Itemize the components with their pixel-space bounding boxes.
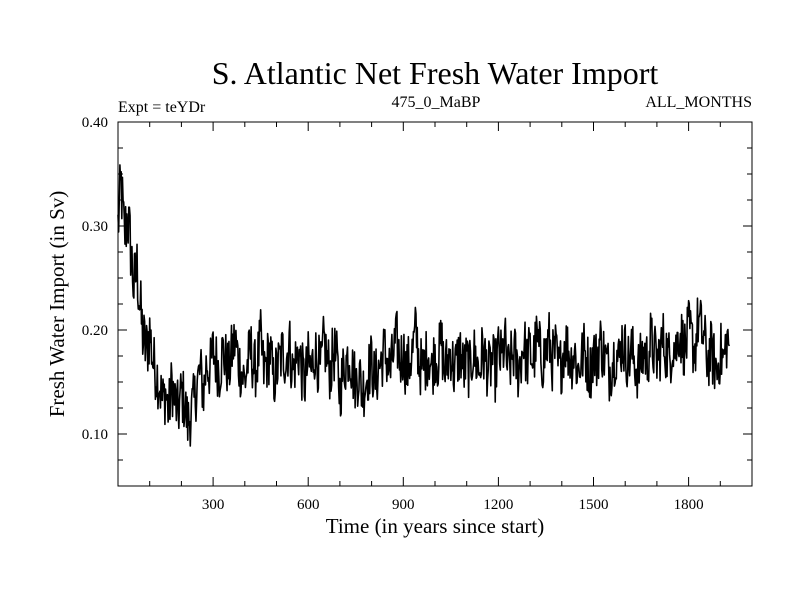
- x-tick-label: 900: [392, 497, 415, 513]
- y-tick-label: 0.20: [82, 323, 108, 339]
- subtitle-age: 475_0_MaBP: [392, 94, 481, 111]
- ticks: [118, 121, 752, 487]
- x-tick-label: 1800: [674, 497, 704, 513]
- x-tick-label: 600: [297, 497, 320, 513]
- x-tick-label: 1200: [483, 497, 513, 513]
- x-axis-title: Time (in years since start): [326, 514, 545, 538]
- x-tick-label: 1500: [579, 497, 609, 513]
- y-tick-label: 0.30: [82, 219, 108, 235]
- x-tick-label: 300: [202, 497, 225, 513]
- chart-title: S. Atlantic Net Fresh Water Import: [212, 55, 659, 91]
- subtitle-experiment: Expt = teYDr: [118, 99, 206, 116]
- subtitle-months: ALL_MONTHS: [645, 94, 752, 111]
- tick-labels: 300 600 900 1200 1500 1800 0.10 0.20 0.30 0.40: [82, 115, 704, 513]
- y-tick-label: 0.40: [82, 115, 108, 131]
- y-axis-title: Fresh Water Import (in Sv): [45, 191, 69, 418]
- series-line: [117, 164, 730, 447]
- plot-frame: [117, 121, 753, 487]
- y-tick-label: 0.10: [82, 427, 108, 443]
